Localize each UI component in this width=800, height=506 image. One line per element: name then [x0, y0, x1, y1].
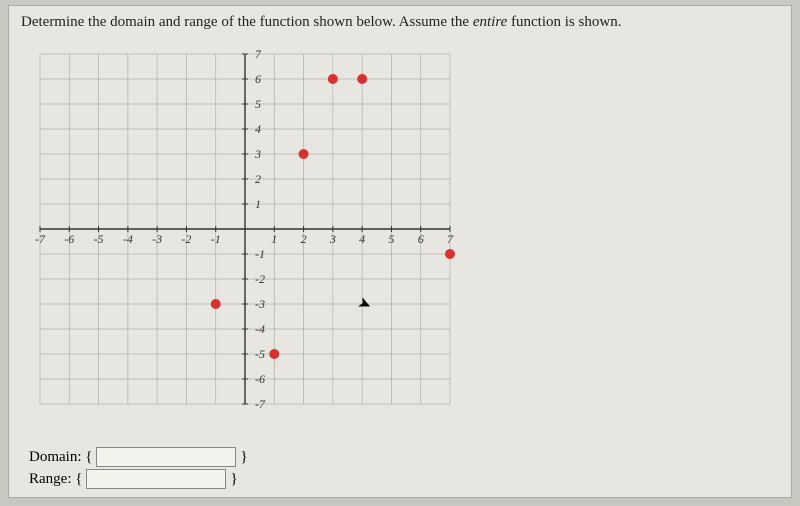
- domain-label: Domain: {: [29, 449, 92, 466]
- question-after: function is shown.: [507, 14, 621, 30]
- svg-text:-4: -4: [123, 232, 133, 246]
- domain-row: Domain: { }: [29, 447, 248, 467]
- question-text: Determine the domain and range of the fu…: [21, 14, 779, 31]
- svg-text:-1: -1: [211, 232, 221, 246]
- svg-text:-7: -7: [255, 397, 266, 411]
- svg-text:7: 7: [447, 232, 454, 246]
- coordinate-graph: -7 -6 -5 -4 -3 -2 -1 1 2 3 4 5 6 7 -7 -6 -5 -4 -3 -2 -1 1 2 3 4 5…: [25, 39, 465, 419]
- range-close: }: [230, 471, 237, 488]
- svg-text:-5: -5: [94, 232, 104, 246]
- svg-text:3: 3: [254, 147, 261, 161]
- svg-text:-4: -4: [255, 322, 265, 336]
- svg-text:1: 1: [255, 197, 261, 211]
- svg-text:-3: -3: [255, 297, 265, 311]
- domain-close: }: [240, 449, 247, 466]
- range-row: Range: { }: [29, 469, 248, 489]
- svg-text:1: 1: [271, 232, 277, 246]
- svg-text:6: 6: [255, 72, 261, 86]
- domain-input[interactable]: [96, 447, 236, 467]
- svg-text:2: 2: [255, 172, 261, 186]
- svg-text:-3: -3: [152, 232, 162, 246]
- svg-text:7: 7: [255, 47, 262, 61]
- range-input[interactable]: [86, 469, 226, 489]
- svg-text:6: 6: [418, 232, 424, 246]
- svg-text:-6: -6: [255, 372, 265, 386]
- svg-text:-5: -5: [255, 347, 265, 361]
- svg-text:5: 5: [388, 232, 394, 246]
- question-before: Determine the domain and range of the fu…: [21, 14, 473, 30]
- svg-text:4: 4: [359, 232, 365, 246]
- svg-text:2: 2: [301, 232, 307, 246]
- svg-text:-1: -1: [255, 247, 265, 261]
- answer-section: Domain: { } Range: { }: [29, 445, 248, 491]
- question-emphasis: entire: [473, 14, 507, 30]
- worksheet-page: Determine the domain and range of the fu…: [8, 5, 792, 498]
- svg-text:5: 5: [255, 97, 261, 111]
- svg-text:3: 3: [329, 232, 336, 246]
- graph-container: -7 -6 -5 -4 -3 -2 -1 1 2 3 4 5 6 7 -7 -6 -5 -4 -3 -2 -1 1 2 3 4 5…: [25, 39, 465, 419]
- svg-text:-2: -2: [181, 232, 191, 246]
- svg-text:-2: -2: [255, 272, 265, 286]
- range-label: Range: {: [29, 471, 82, 488]
- svg-text:4: 4: [255, 122, 261, 136]
- svg-text:-6: -6: [64, 232, 74, 246]
- svg-text:-7: -7: [35, 232, 46, 246]
